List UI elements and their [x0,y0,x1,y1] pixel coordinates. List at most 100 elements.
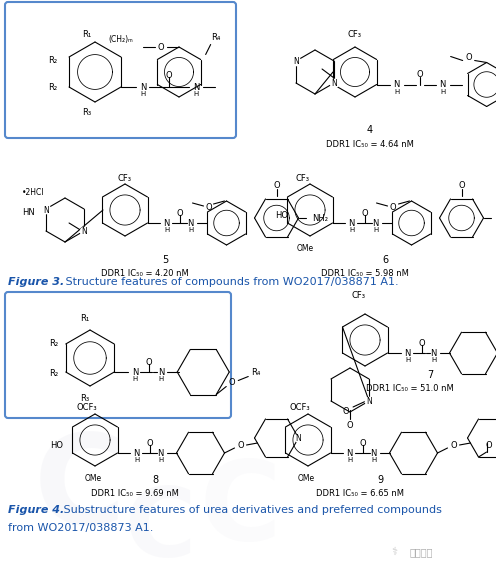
Text: N: N [193,83,199,92]
Text: from WO2017/038873 A1.: from WO2017/038873 A1. [8,523,153,533]
Text: N: N [331,79,337,88]
Text: O: O [343,406,349,415]
Text: O: O [205,203,212,212]
Text: H: H [431,357,436,363]
Text: DDR1 IC₅₀ = 4.64 nM: DDR1 IC₅₀ = 4.64 nM [326,139,414,149]
Text: DDR1 IC₅₀ = 4.20 nM: DDR1 IC₅₀ = 4.20 nM [101,269,189,278]
Point [292,56,300,65]
Text: N: N [140,83,146,92]
Text: 5: 5 [162,255,168,265]
Text: H: H [134,457,139,463]
FancyBboxPatch shape [5,292,231,418]
Text: N: N [371,448,376,457]
Text: (CH₂)ₘ: (CH₂)ₘ [108,35,133,43]
Text: R₃: R₃ [80,394,90,402]
Text: O: O [146,439,153,447]
Text: N: N [158,368,165,377]
Text: N: N [163,218,170,228]
Point [42,204,50,213]
Text: O: O [418,339,425,348]
Text: H: H [193,91,198,97]
Text: O: O [450,440,457,450]
Text: H: H [164,227,169,233]
Text: O: O [158,43,164,52]
Text: R₄: R₄ [251,368,261,377]
Point [365,397,373,406]
Text: CF₃: CF₃ [348,30,362,39]
Text: N: N [43,205,49,215]
Text: R₄: R₄ [211,33,220,42]
Text: OCF₃: OCF₃ [77,402,97,411]
Text: R₃: R₃ [82,108,92,117]
Text: DDR1 IC₅₀ = 6.65 nM: DDR1 IC₅₀ = 6.65 nM [316,489,404,497]
Text: C: C [199,456,281,563]
Point [330,79,338,88]
Text: Figure 3.: Figure 3. [8,277,64,287]
Text: 6: 6 [382,255,388,265]
Text: H: H [373,227,378,233]
Text: C: C [34,430,126,550]
Text: O: O [229,378,236,387]
Text: O: O [416,70,423,79]
Text: OMe: OMe [84,473,102,483]
Text: N: N [81,226,87,236]
Text: N: N [366,397,372,406]
Text: H: H [159,376,164,382]
Text: O: O [359,439,366,447]
Text: O: O [458,180,465,189]
Point [295,434,303,443]
Text: R₂: R₂ [48,83,57,92]
Text: 4: 4 [367,125,373,135]
Text: O: O [176,208,183,217]
Text: Figure 4.: Figure 4. [8,505,64,515]
Text: OCF₃: OCF₃ [290,402,310,411]
Text: HN: HN [22,208,35,216]
Text: H: H [440,89,445,94]
Text: O: O [485,440,492,450]
Text: H: H [158,457,163,463]
Text: N: N [393,80,400,89]
Text: R₂: R₂ [48,56,57,64]
Text: O: O [347,420,353,430]
Text: O: O [389,203,396,212]
Text: O: O [361,208,368,217]
Text: Structure features of compounds from WO2017/038871 A1.: Structure features of compounds from WO2… [62,277,399,287]
Text: N: N [431,348,436,357]
Text: N: N [296,434,302,443]
Text: OMe: OMe [297,244,313,253]
Text: O: O [273,180,280,189]
Text: H: H [349,227,354,233]
Text: N: N [348,218,355,228]
Point [80,226,88,236]
Text: H: H [132,376,138,382]
Text: 9: 9 [377,475,383,485]
Text: Substructure features of urea derivatives and preferred compounds: Substructure features of urea derivative… [60,505,442,515]
Text: DDR1 IC₅₀ = 51.0 nM: DDR1 IC₅₀ = 51.0 nM [366,384,454,393]
Text: O: O [465,53,472,62]
Text: H: H [394,89,399,94]
Text: C: C [124,484,196,569]
Text: O: O [166,71,172,80]
FancyBboxPatch shape [5,2,236,138]
Text: N: N [293,56,299,65]
Text: N: N [157,448,164,457]
Text: 8: 8 [152,475,158,485]
Text: R₁: R₁ [82,30,92,39]
Text: R₂: R₂ [49,369,58,377]
Text: N: N [439,80,446,89]
Text: CF₃: CF₃ [295,174,309,183]
Text: N: N [133,448,140,457]
Text: H: H [371,457,376,463]
Text: HO: HO [275,211,288,220]
Text: H: H [405,357,410,363]
Text: N: N [132,368,138,377]
Text: O: O [237,440,244,450]
Text: DDR1 IC₅₀ = 5.98 nM: DDR1 IC₅₀ = 5.98 nM [321,269,409,278]
Text: OMe: OMe [298,473,314,483]
Text: N: N [187,218,194,228]
Text: HO: HO [50,440,63,450]
Text: CF₃: CF₃ [118,174,132,183]
Text: ⚕: ⚕ [391,547,397,557]
Text: H: H [140,91,146,97]
Text: R₁: R₁ [80,314,90,323]
